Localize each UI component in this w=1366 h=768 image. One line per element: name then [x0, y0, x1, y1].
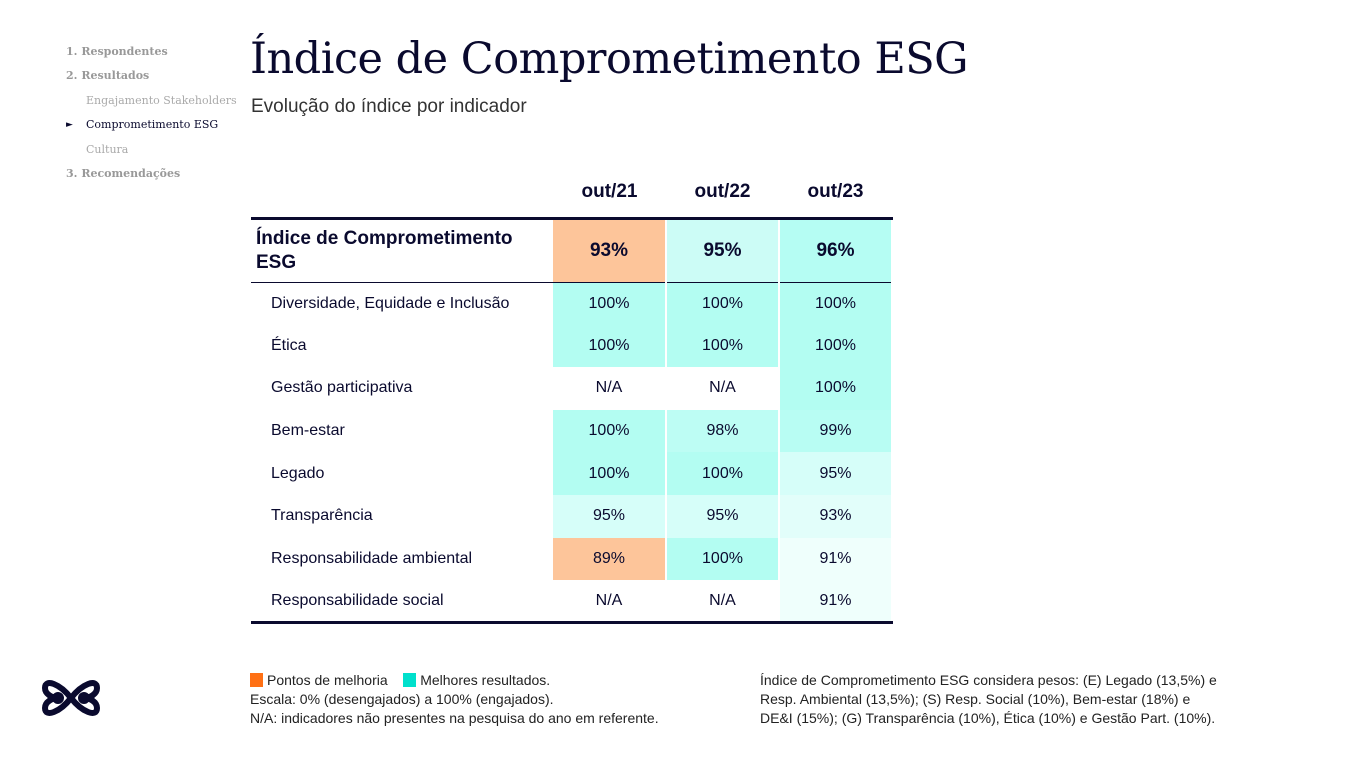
weights-note: Índice de Comprometimento ESG considera …	[760, 671, 1260, 728]
cell: 95%	[666, 216, 780, 283]
table-row: Responsabilidade social N/A N/A 91%	[251, 580, 893, 625]
nav-item-respondentes[interactable]: 1. Respondentes	[66, 45, 168, 58]
cell: 89%	[553, 537, 667, 581]
company-logo	[40, 674, 102, 727]
table-row: Transparência 95% 95% 93%	[251, 494, 893, 538]
cell: 93%	[779, 494, 893, 538]
scale-note: Escala: 0% (desengajados) a 100% (engaja…	[250, 691, 554, 707]
sidebar-nav: 1. Respondentes 2. Resultados Engajament…	[66, 44, 237, 190]
row-label: Legado	[271, 464, 325, 482]
nav-item-cultura[interactable]: Cultura	[86, 142, 129, 156]
cell: 93%	[553, 216, 667, 283]
row-label: Bem-estar	[271, 422, 345, 440]
cell: 95%	[666, 494, 780, 538]
main-index-row: Índice de Comprometimento ESG 93% 95% 96…	[251, 216, 893, 283]
row-label: Responsabilidade ambiental	[271, 549, 473, 567]
cell: 95%	[779, 452, 893, 495]
nav-item-recomendacoes[interactable]: 3. Recomendações	[66, 166, 181, 180]
page-subtitle: Evolução do índice por indicador	[251, 96, 527, 117]
best-swatch	[403, 673, 417, 687]
cell: 91%	[779, 537, 893, 581]
esg-table: out/21 out/22 out/23 Índice de Compromet…	[251, 168, 893, 625]
cell: 100%	[666, 537, 780, 581]
header-blank	[251, 168, 553, 218]
legend: Pontos de melhoria Melhores resultados. …	[250, 671, 659, 728]
column-header: out/22	[694, 181, 751, 203]
logo-icon	[41, 680, 101, 716]
nav-item-resultados[interactable]: 2. Resultados	[66, 69, 150, 83]
cell: 95%	[553, 494, 667, 538]
column-header: out/23	[807, 181, 864, 203]
cell: 100%	[553, 324, 667, 368]
table-row: Gestão participativa N/A N/A 100%	[251, 367, 893, 410]
cell: 100%	[666, 452, 780, 495]
note-line: DE&I (15%); (G) Transparência (10%), Éti…	[760, 710, 1216, 726]
table-row: Ética 100% 100% 100%	[251, 324, 893, 368]
table-row: Bem-estar 100% 98% 99%	[251, 409, 893, 453]
legend-best: Melhores resultados.	[420, 672, 551, 688]
row-label: Índice de Comprometimento ESG	[251, 216, 553, 283]
page-title: Índice de Comprometimento ESG	[250, 34, 969, 84]
cell: 96%	[779, 216, 893, 283]
cell: 100%	[666, 282, 780, 325]
cell: 100%	[779, 282, 893, 325]
nav-item-label: Comprometimento ESG	[86, 118, 219, 132]
cell: 100%	[666, 324, 780, 368]
nav-item-comprometimento[interactable]: ► Comprometimento ESG	[66, 117, 237, 141]
column-header: out/21	[581, 181, 638, 203]
cell: 100%	[553, 452, 667, 495]
table-row: Responsabilidade ambiental 89% 100% 91%	[251, 537, 893, 581]
cell: N/A	[553, 367, 667, 410]
cell: N/A	[666, 580, 780, 625]
cell: N/A	[553, 580, 667, 625]
cell: 91%	[779, 580, 893, 625]
note-line: Resp. Ambiental (13,5%); (S) Resp. Socia…	[760, 691, 1191, 707]
cell: 99%	[779, 409, 893, 453]
cell: 100%	[779, 367, 893, 410]
improve-swatch	[250, 673, 263, 687]
row-label: Responsabilidade social	[251, 580, 553, 625]
cell: 100%	[553, 409, 667, 453]
cell: 100%	[553, 282, 667, 325]
row-label: Diversidade, Equidade e Inclusão	[271, 294, 510, 312]
active-arrow-icon: ►	[66, 120, 73, 131]
cell: 100%	[779, 324, 893, 368]
row-label: Gestão participativa	[271, 379, 413, 397]
cell: 98%	[666, 409, 780, 453]
cell: N/A	[666, 367, 780, 410]
table-row: Diversidade, Equidade e Inclusão 100% 100%…	[251, 282, 893, 325]
row-label: Ética	[271, 336, 307, 354]
nav-item-engajamento[interactable]: Engajamento Stakeholders	[86, 93, 237, 107]
note-line: Índice de Comprometimento ESG considera …	[760, 672, 1217, 688]
table-row: Legado 100% 100% 95%	[251, 452, 893, 495]
row-label: Transparência	[271, 507, 373, 525]
legend-improve: Pontos de melhoria	[267, 672, 388, 688]
na-note: N/A: indicadores não presentes na pesqui…	[250, 710, 659, 726]
